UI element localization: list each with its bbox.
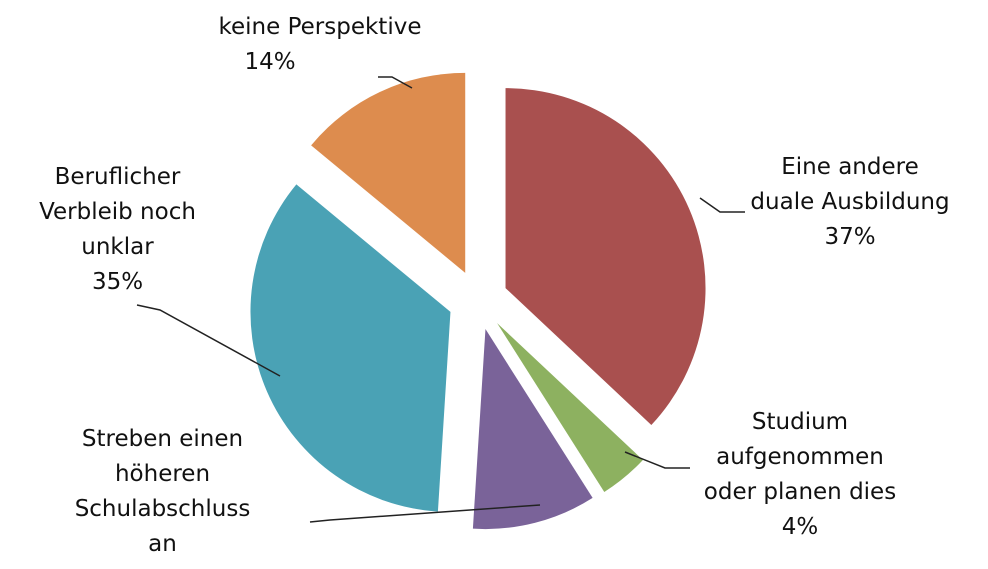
value-label: 37% — [824, 224, 876, 250]
category-label: Beruflicher Verbleib noch unklar — [39, 164, 196, 260]
value-label: 14% — [244, 49, 296, 75]
pie-slice — [497, 323, 643, 492]
pie-slice — [250, 184, 451, 512]
value-label: 4% — [781, 514, 819, 540]
leader-line — [136, 304, 281, 377]
leader-line — [309, 504, 541, 523]
slice-label: Beruflicher Verbleib noch unklar 35% — [10, 160, 225, 300]
slice-label: Studium aufgenommen oder planen dies 4% — [680, 405, 920, 545]
leader-line — [378, 76, 413, 89]
pie-slice — [472, 329, 593, 530]
leader-lines — [136, 76, 745, 523]
pie-slice — [311, 72, 466, 273]
category-label: keine Perspektive — [218, 14, 422, 40]
value-label: 35% — [91, 269, 144, 295]
slice-label: Eine andere duale Ausbildung 37% — [720, 150, 980, 255]
pie-slice — [505, 88, 706, 425]
category-label: Studium aufgenommen oder planen dies — [703, 409, 897, 505]
category-label: Eine andere duale Ausbildung — [750, 154, 950, 215]
leader-line — [624, 451, 690, 469]
category-label: Streben einen höheren Schulabschluss an — [74, 426, 251, 557]
slice-label: keine Perspektive 14% — [180, 10, 460, 80]
slice-label: Streben einen höheren Schulabschluss an — [55, 422, 270, 562]
leader-line — [699, 197, 745, 213]
